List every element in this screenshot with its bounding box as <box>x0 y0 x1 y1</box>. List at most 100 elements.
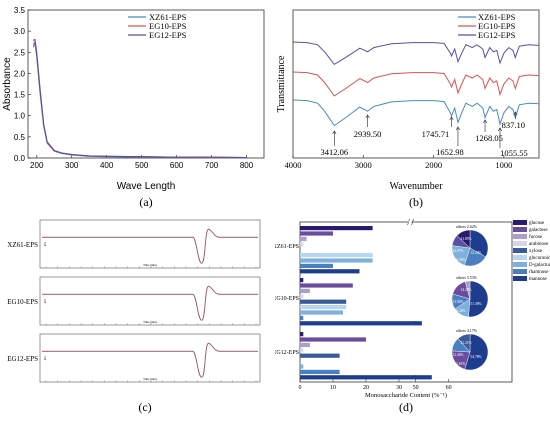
chart-d-pie-label: 13.84% <box>452 300 463 304</box>
chart-d-pie-label: 22.07% <box>452 249 463 253</box>
chart-c-subplot-label: XZ61-EPS <box>7 241 38 249</box>
chart-b-peak-arrowhead <box>497 127 503 132</box>
chart-d-bar <box>300 288 310 293</box>
chart-c: XZ61-EPS mV Time (min) EG10-EPS mV Time (min)… <box>7 219 261 414</box>
chart-b-peak-label: 1055.55 <box>500 148 528 158</box>
chart-c-subplot-label: EG10-EPS <box>7 298 38 306</box>
chart-d-bar <box>300 226 373 231</box>
chart-d-legend-label: fucose <box>529 235 543 240</box>
chart-d-bar <box>300 375 416 380</box>
chart-d: 0 10 20 30 50 60 XZ61-EPS EG10-EPS EG12-EPS oth… <box>275 218 550 414</box>
chart-c-trace-red <box>42 285 258 321</box>
chart-a-legend-label: XZ61-EPS <box>149 12 187 22</box>
chart-b-xtick-label: 2000 <box>425 160 442 170</box>
chart-d-legend-swatch <box>513 220 527 225</box>
chart-d-bar <box>300 321 416 326</box>
chart-c-xunit: Time (min) <box>143 263 157 267</box>
chart-b-peak-arrowhead <box>365 114 370 119</box>
chart-d-bar <box>300 294 304 299</box>
chart-d-xtick-label: 20 <box>363 385 369 391</box>
chart-d-bar <box>300 253 373 258</box>
chart-b-xtick-label: 4000 <box>285 160 302 170</box>
chart-c-xunit: Time (min) <box>143 320 157 324</box>
chart-d-pie-label: 21.85% <box>460 237 471 241</box>
chart-c-subplot-frame <box>39 219 261 269</box>
chart-c-trace-blue <box>42 228 258 264</box>
chart-a-series-line <box>32 42 247 159</box>
chart-d-pie-slice <box>456 229 471 249</box>
chart-d-pie-slice <box>465 280 471 300</box>
chart-a-legend-label: EG12-EPS <box>149 30 187 40</box>
chart-d-xtick-label: 30 <box>396 385 402 391</box>
chart-b-xtick-label: 1000 <box>495 160 512 170</box>
chart-a-xtick-label: 500 <box>135 161 149 170</box>
chart-c-trace-red <box>42 342 258 378</box>
chart-a-ytick-label: 0.5 <box>14 133 26 142</box>
chart-b-xlabel: Wavenumber <box>389 181 443 192</box>
chart-b-peak-label: 837.10 <box>502 120 525 130</box>
chart-b-ylabel: Transmittance <box>276 55 287 112</box>
chart-d-pie-label: 12.44% <box>452 353 463 357</box>
chart-c-subplot-frame <box>39 276 261 326</box>
chart-d-pie-slice <box>464 333 489 371</box>
chart-a-ytick-label: 1.5 <box>14 91 26 100</box>
chart-a-xtick-label: 700 <box>205 161 219 170</box>
chart-a-ytick-label: 2.0 <box>14 69 26 78</box>
chart-b-peak-label: 3412.06 <box>321 147 349 157</box>
chart-b-peak-arrowhead <box>482 119 488 124</box>
chart-d-legend-swatch <box>513 227 527 232</box>
chart-d-xtick-label: 60 <box>446 385 452 391</box>
chart-b-peak-label: 1652.98 <box>436 147 464 157</box>
chart-d-legend-swatch <box>513 262 527 267</box>
chart-d-legend-label: D-galacturonic <box>529 263 550 268</box>
chart-d-group-label: EG10-EPS <box>275 296 299 302</box>
chart-d-legend-label: mannose <box>529 277 548 282</box>
chart-b-legend-label: EG12-EPS <box>478 30 516 40</box>
chart-c-trace-blue <box>42 342 258 378</box>
chart-d-bar <box>300 236 307 241</box>
chart-b: 4000 3000 2000 1000 3412.06 2939.50 1745.71 16… <box>276 9 540 209</box>
chart-d-pie-label: 51.38% <box>470 302 481 306</box>
chart-d-pie-label: 14.29% <box>460 288 471 292</box>
chart-d-legend-label: glucose <box>529 221 545 226</box>
chart-d-bar <box>300 299 347 304</box>
chart-c-yunit: mV <box>43 298 47 303</box>
chart-a-xtick-label: 800 <box>240 161 254 170</box>
chart-b-peak-arrowhead <box>513 111 518 116</box>
chart-a-xlabel: Wave Length <box>117 181 176 192</box>
chart-d-bar <box>300 231 333 236</box>
chart-a-ytick-label: 0.0 <box>14 154 26 163</box>
panel-label-c: (c) <box>138 400 151 414</box>
chart-d-axis-break-gap <box>408 221 412 224</box>
chart-d-legend-swatch <box>513 241 527 246</box>
chart-d-bar <box>300 258 373 263</box>
chart-a-xtick-label: 600 <box>170 161 184 170</box>
chart-c-yunit: mV <box>43 241 47 246</box>
chart-d-bar <box>300 305 347 310</box>
chart-c-subplot-frame <box>39 333 261 383</box>
chart-c-xunit: Time (min) <box>143 377 157 381</box>
chart-d-legend-label: galactose <box>529 228 548 233</box>
chart-d-xlabel: Monosaccharide Content (%⁻¹) <box>365 392 447 399</box>
chart-d-bar <box>300 278 304 283</box>
chart-d-pie-label: 33.24% <box>470 251 481 255</box>
chart-a-plot-frame <box>27 9 265 159</box>
chart-d-xtick-label: 10 <box>330 385 336 391</box>
chart-a-series-line <box>32 38 247 159</box>
chart-c-trace-blue <box>42 285 258 321</box>
chart-a: 200 300 400 500 600 700 800 0.0 0.5 1.0 1.5 2.0 2.5 3… <box>2 6 265 209</box>
chart-d-bar-tail <box>414 375 432 380</box>
panel-label-b: (b) <box>409 195 423 209</box>
chart-d-pie-label: 11.63% <box>455 362 466 366</box>
chart-d-bar <box>300 269 360 274</box>
chart-d-group-label: EG12-EPS <box>275 350 299 356</box>
chart-b-peak-label: 2939.50 <box>354 129 382 139</box>
chart-d-xtick-label: 0 <box>299 385 302 391</box>
chart-d-legend-label: glucuronic <box>529 256 550 261</box>
chart-d-bar <box>300 310 343 315</box>
chart-b-peak-arrowhead <box>455 126 461 131</box>
chart-d-legend-label: xylose <box>529 249 543 254</box>
chart-d-bar <box>300 283 353 288</box>
chart-c-trace-red <box>42 228 258 264</box>
chart-d-legend-label: rhamnose <box>529 270 549 275</box>
